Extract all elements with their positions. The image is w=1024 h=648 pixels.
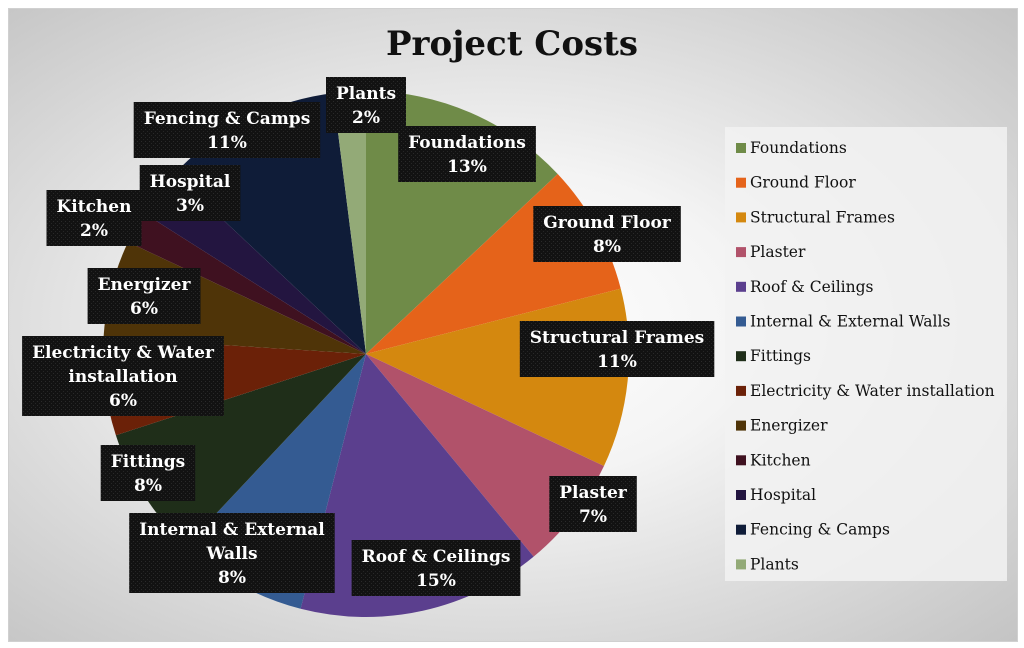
data-label-value: 6%	[109, 391, 137, 411]
legend-label: Energizer	[750, 417, 828, 435]
legend-label: Electricity & Water installation	[750, 382, 995, 400]
data-label-category: Kitchen	[57, 197, 132, 217]
pie-slice-fencing-and-camps	[174, 93, 366, 354]
data-label-kitchen: Kitchen 2%	[46, 190, 142, 246]
pie-slice-plaster	[366, 354, 604, 557]
data-label-category: Plants	[336, 84, 396, 104]
data-label-plants: Plants 2%	[326, 77, 406, 133]
legend-entry-roof-and-ceilings: Roof & Ceilings	[736, 278, 874, 296]
legend-label: Internal & External Walls	[750, 313, 950, 331]
pie-slice-plants	[333, 91, 366, 354]
data-label-foundations: Foundations 13%	[398, 126, 536, 182]
data-label-category: Energizer	[98, 275, 192, 295]
data-label-value: 13%	[447, 157, 487, 177]
data-label-electricity-and-water-installation: Electricity & Water installation 6%	[22, 336, 224, 416]
pie-slice-kitchen	[128, 213, 366, 354]
legend-entry-ground-floor: Ground Floor	[736, 174, 856, 192]
data-label-category: Ground Floor	[543, 213, 672, 233]
chart-area: Project Costs Foundations 13% Ground Floor…	[8, 8, 1018, 642]
legend-entry-kitchen: Kitchen	[736, 451, 811, 469]
data-label-value: 8%	[218, 568, 246, 588]
legend-label: Fencing & Camps	[750, 521, 890, 539]
legend-entry-plants: Plants	[736, 555, 799, 573]
data-label-value: 11%	[597, 352, 637, 372]
data-label-hospital: Hospital 3%	[139, 165, 241, 221]
data-label-value: 8%	[593, 237, 621, 257]
legend-swatch	[736, 559, 746, 570]
data-label-value: 7%	[579, 507, 607, 527]
legend-swatch	[736, 177, 746, 188]
legend-entry-structural-frames: Structural Frames	[736, 208, 895, 226]
legend-swatch	[736, 420, 746, 431]
legend-entry-foundations: Foundations	[736, 139, 847, 157]
legend-swatch	[736, 316, 746, 327]
legend-entry-fencing-and-camps: Fencing & Camps	[736, 521, 890, 539]
data-label-category: Electricity & Water	[32, 343, 215, 363]
data-label-fittings: Fittings 8%	[100, 445, 196, 501]
data-label-category: installation	[68, 367, 177, 387]
data-label-value: 6%	[130, 299, 158, 319]
legend-entry-plaster: Plaster	[736, 243, 806, 261]
legend-entry-fittings: Fittings	[736, 347, 811, 365]
data-label-plaster: Plaster 7%	[549, 476, 637, 532]
legend-entry-electricity-and-water-installation: Electricity & Water installation	[736, 382, 995, 400]
chart-title: Project Costs	[386, 24, 638, 64]
legend-swatch	[736, 281, 746, 292]
data-label-category: Structural Frames	[530, 328, 704, 348]
legend-label: Fittings	[750, 347, 811, 365]
data-label-category: Walls	[205, 544, 257, 564]
data-label-value: 2%	[80, 221, 108, 241]
legend-label: Foundations	[750, 139, 847, 157]
data-label-category: Internal & External	[139, 520, 325, 540]
legend: Foundations Ground Floor Structural Frames…	[725, 127, 1007, 581]
legend-label: Plaster	[750, 243, 806, 261]
data-label-internal-and-external-walls: Internal & External Walls 8%	[129, 513, 335, 593]
data-label-structural-frames: Structural Frames 11%	[519, 321, 715, 377]
data-label-value: 8%	[134, 476, 162, 496]
data-label-value: 2%	[352, 108, 380, 128]
data-label-value: 3%	[176, 196, 204, 216]
legend-box	[725, 127, 1007, 581]
data-label-category: Foundations	[408, 133, 526, 153]
legend-entry-energizer: Energizer	[736, 417, 828, 435]
data-label-energizer: Energizer 6%	[87, 268, 201, 324]
legend-entry-internal-and-external-walls: Internal & External Walls	[736, 313, 950, 331]
data-label-category: Fittings	[111, 452, 186, 472]
legend-swatch	[736, 455, 746, 466]
data-label-fencing-and-camps: Fencing & Camps 11%	[133, 102, 321, 158]
legend-label: Kitchen	[750, 451, 811, 469]
pie-chart: Project Costs Foundations 13% Ground Floor…	[22, 24, 1007, 618]
legend-swatch	[736, 490, 746, 500]
data-label-value: 11%	[207, 133, 247, 153]
legend-swatch	[736, 143, 746, 153]
data-label-roof-and-ceilings: Roof & Ceilings 15%	[351, 540, 521, 596]
legend-swatch	[736, 351, 746, 362]
legend-swatch	[736, 524, 746, 535]
legend-entry-hospital: Hospital	[736, 486, 816, 504]
legend-label: Plants	[750, 555, 799, 573]
data-label-category: Plaster	[559, 483, 627, 503]
data-label-category: Fencing & Camps	[144, 109, 311, 129]
legend-label: Ground Floor	[750, 174, 856, 192]
legend-label: Hospital	[750, 486, 816, 504]
legend-label: Structural Frames	[750, 208, 895, 226]
legend-swatch	[736, 212, 746, 223]
legend-swatch	[736, 385, 746, 396]
legend-label: Roof & Ceilings	[750, 278, 874, 296]
legend-swatch	[736, 247, 746, 258]
data-label-value: 15%	[416, 571, 456, 591]
data-label-ground-floor: Ground Floor 8%	[533, 206, 681, 262]
data-label-category: Hospital	[150, 172, 231, 192]
data-label-category: Roof & Ceilings	[362, 547, 511, 567]
data-labels: Foundations 13% Ground Floor 8% Structural F…	[22, 77, 715, 596]
